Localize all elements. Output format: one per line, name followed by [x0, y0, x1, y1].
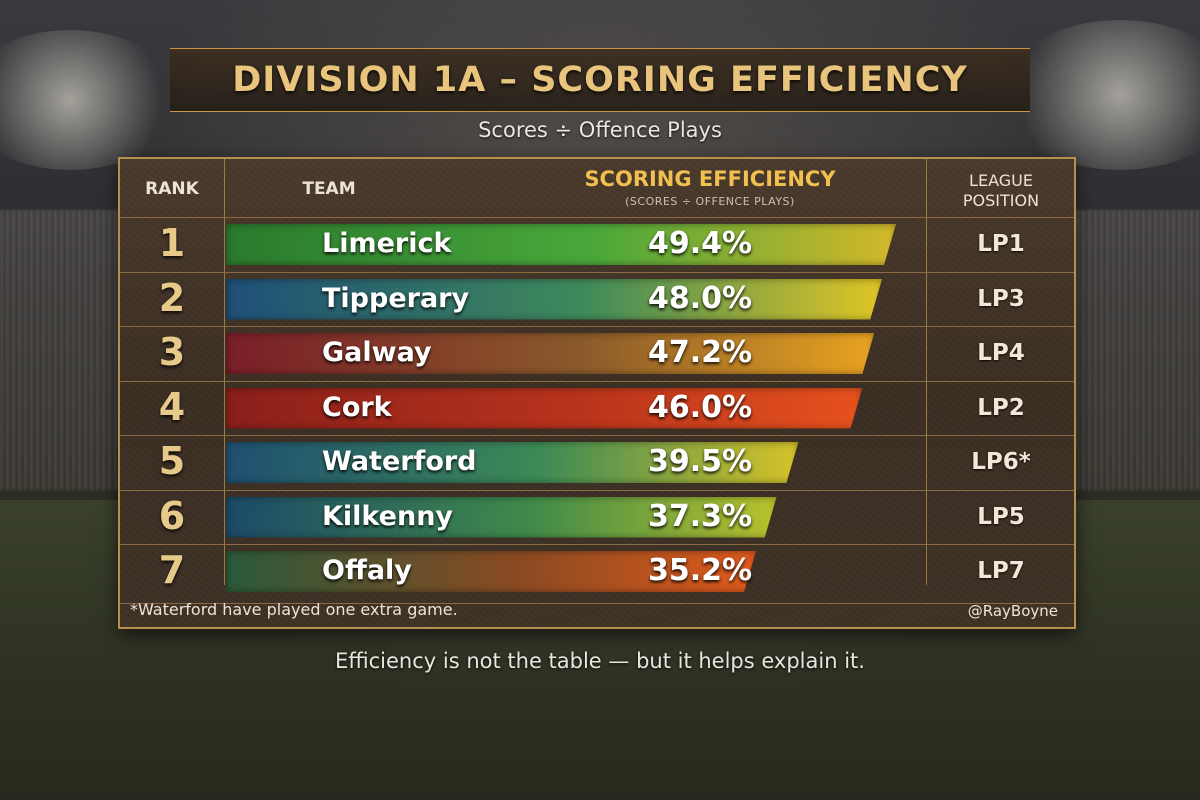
caption: Efficiency is not the table — but it hel…: [335, 649, 865, 673]
rank-number: 5: [158, 439, 186, 483]
efficiency-value-label: 35.2%: [647, 553, 753, 588]
row-divider: [120, 544, 1074, 545]
chart-title: DIVISION 1A – SCORING EFFICIENCY: [232, 60, 968, 100]
league-position: LP6*: [971, 449, 1031, 475]
rank-number: 4: [158, 384, 186, 429]
team-name: Limerick: [322, 228, 452, 259]
header-team: TEAM: [302, 179, 356, 199]
header-league-position: LEAGUE POSITION: [926, 171, 1076, 211]
league-position: LP4: [977, 340, 1025, 366]
header-league-line1: LEAGUE: [969, 171, 1033, 190]
league-position: LP3: [977, 285, 1025, 312]
header-league-line2: POSITION: [962, 191, 1040, 210]
efficiency-value-label: 39.5%: [647, 444, 753, 479]
league-position: LP1: [977, 231, 1025, 257]
team-name: Offaly: [322, 555, 412, 586]
efficiency-value-label: 49.4%: [647, 226, 753, 261]
efficiency-bar: [226, 279, 882, 320]
row-divider: [120, 602, 1074, 604]
column-divider: [926, 159, 927, 585]
team-name: Tipperary: [322, 282, 470, 314]
header-scoring-efficiency: SCORING EFFICIENCY: [584, 167, 836, 191]
team-name: Kilkenny: [322, 500, 454, 532]
efficiency-bar: [226, 551, 756, 592]
rank-number: 6: [158, 493, 186, 538]
efficiency-value-label: 48.0%: [647, 280, 753, 316]
header-scoring-efficiency-subtitle: (SCORES ÷ OFFENCE PLAYS): [625, 195, 795, 208]
credit: @RayBoyne: [967, 602, 1058, 620]
row-divider: [120, 380, 1074, 382]
rank-number: 1: [158, 221, 186, 265]
efficiency-value-label: 47.2%: [647, 335, 753, 370]
efficiency-value-label: 46.0%: [647, 389, 753, 425]
row-divider: [120, 489, 1074, 491]
rank-number: 3: [158, 330, 186, 374]
efficiency-bar: [226, 497, 777, 538]
header-rank: RANK: [145, 179, 199, 199]
crowd-right: [1070, 210, 1200, 490]
floodlight-right: [1000, 20, 1200, 170]
row-divider: [120, 271, 1074, 273]
column-divider: [224, 159, 225, 585]
footnote: *Waterford have played one extra game.: [130, 600, 458, 619]
league-position: LP2: [977, 394, 1025, 421]
chart-subtitle: Scores ÷ Offence Plays: [478, 118, 722, 142]
team-name: Cork: [322, 391, 392, 423]
efficiency-bar: [226, 333, 874, 374]
rank-number: 2: [158, 275, 186, 320]
efficiency-bar: [226, 224, 896, 265]
team-name: Galway: [322, 337, 432, 368]
row-divider: [120, 435, 1074, 436]
efficiency-value-label: 37.3%: [647, 498, 753, 534]
efficiency-bar: [226, 388, 862, 429]
league-position: LP7: [977, 558, 1025, 584]
crowd-left: [0, 210, 130, 490]
league-position: LP5: [977, 503, 1025, 530]
row-divider: [120, 217, 1074, 218]
efficiency-table: RANK TEAM SCORING EFFICIENCY (SCORES ÷ O…: [118, 157, 1076, 629]
team-name: Waterford: [322, 446, 477, 477]
rank-number: 7: [158, 548, 186, 592]
row-divider: [120, 326, 1074, 327]
efficiency-bar: [226, 442, 798, 483]
title-banner: DIVISION 1A – SCORING EFFICIENCY: [170, 48, 1030, 112]
floodlight-left: [0, 30, 180, 170]
